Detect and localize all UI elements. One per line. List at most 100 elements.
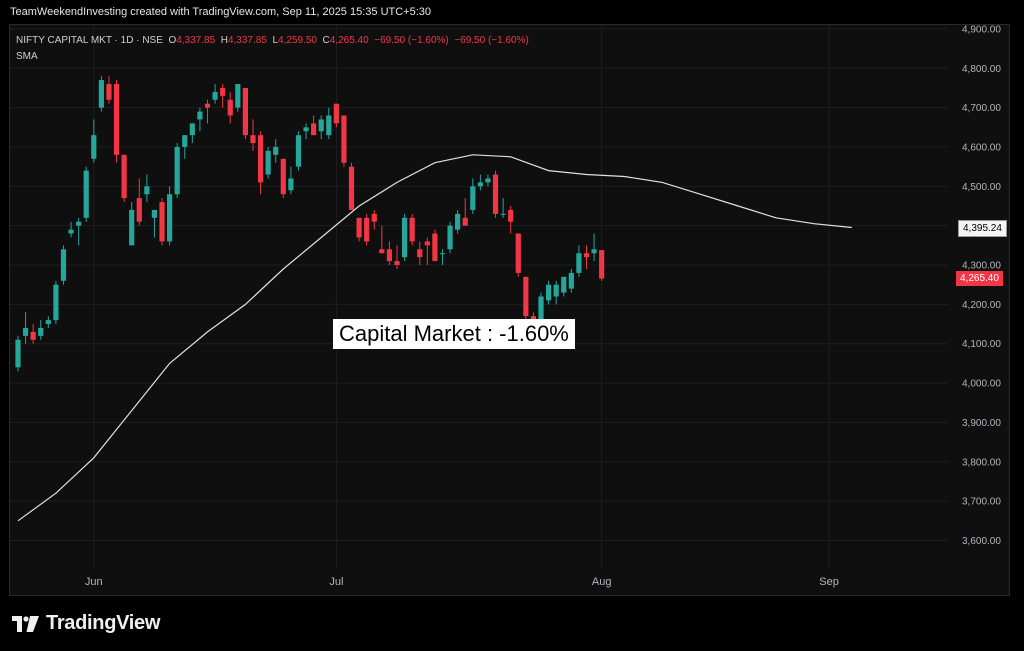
- sma-line: [17, 154, 852, 522]
- x-axis[interactable]: Jun Jul Aug Sep: [85, 576, 839, 588]
- chart-grid: [10, 25, 948, 568]
- candle-body: [295, 135, 302, 167]
- candle-body: [220, 87, 226, 96]
- candle-body: [182, 135, 188, 147]
- candle-body: [38, 327, 44, 336]
- candle-body: [500, 213, 506, 215]
- candle-body: [106, 84, 112, 100]
- candle-body: [568, 272, 574, 289]
- candle-body: [386, 249, 393, 262]
- y-tick-label: 4,700.00: [962, 103, 1001, 114]
- annotation-callout: Capital Market : -1.60%: [333, 319, 575, 349]
- candle-body: [553, 284, 559, 297]
- candle-body: [546, 284, 552, 301]
- y-tick-label: 4,000.00: [962, 379, 1001, 390]
- x-tick-label: Jul: [329, 576, 343, 588]
- candle-body: [83, 170, 89, 218]
- x-tick-label: Sep: [819, 576, 839, 588]
- candle-body: [394, 261, 400, 266]
- footer-brand[interactable]: TradingView: [12, 612, 160, 635]
- low-label: L: [272, 35, 279, 46]
- candle-body: [273, 146, 279, 155]
- candle-body: [508, 209, 514, 222]
- change-value-secondary: −69.50 (−1.60%): [454, 35, 529, 46]
- candle-body: [235, 84, 241, 108]
- candle-body: [424, 241, 430, 246]
- footer-brand-label: TradingView: [46, 612, 161, 634]
- y-tick-label: 4,100.00: [962, 339, 1001, 350]
- candle-body: [477, 182, 483, 187]
- candle-body: [318, 119, 324, 132]
- candle-body: [599, 250, 605, 279]
- candle-body: [227, 99, 233, 116]
- change-value: −69.50 (−1.60%): [374, 35, 449, 46]
- candle-body: [174, 146, 180, 195]
- symbol-label[interactable]: NIFTY CAPITAL MKT · 1D · NSE: [16, 35, 163, 46]
- y-tick-label: 3,600.00: [962, 536, 1001, 547]
- candle-body: [492, 174, 499, 214]
- candle-body: [371, 213, 377, 222]
- candle-body: [189, 123, 195, 136]
- high-value: 4,337.85: [227, 35, 267, 46]
- high-label: H: [220, 35, 228, 46]
- candle-body: [98, 80, 104, 108]
- candle-body: [121, 154, 127, 199]
- candle-body: [53, 284, 59, 321]
- candle-body: [60, 249, 67, 281]
- y-tick-label: 3,800.00: [962, 457, 1001, 468]
- y-tick-label: 3,700.00: [962, 497, 1001, 508]
- candle-body: [151, 209, 158, 218]
- sma-price-tag: 4,395.24: [958, 219, 1007, 237]
- y-tick-label: 4,800.00: [962, 64, 1001, 75]
- candle-body: [303, 127, 309, 132]
- candle-body: [257, 135, 264, 183]
- candle-body: [538, 296, 544, 336]
- candle-body: [470, 186, 476, 210]
- ohlc-legend: NIFTY CAPITAL MKT · 1D · NSE O4,337.85 H…: [16, 35, 529, 46]
- candle-body: [455, 213, 461, 230]
- candle-body: [91, 135, 97, 159]
- candle-body: [364, 217, 370, 242]
- close-value: 4,265.40: [329, 35, 369, 46]
- candle-body: [417, 249, 423, 258]
- candle-body: [15, 339, 21, 368]
- candle-body: [76, 221, 82, 226]
- candle-series: [15, 76, 605, 372]
- candle-body: [311, 123, 317, 136]
- candle-body: [280, 158, 286, 195]
- candle-body: [561, 276, 567, 293]
- candle-body: [485, 178, 491, 183]
- close-label: C: [322, 35, 330, 46]
- candle-body: [379, 249, 385, 254]
- y-tick-label: 4,200.00: [962, 300, 1001, 311]
- candle-body: [250, 135, 256, 144]
- candle-body: [515, 233, 521, 273]
- candle-body: [409, 217, 415, 242]
- candle-body: [22, 327, 29, 336]
- candle-body: [265, 150, 271, 175]
- candle-body: [242, 87, 248, 136]
- candle-body: [144, 186, 150, 195]
- y-tick-label: 3,900.00: [962, 418, 1001, 429]
- candle-body: [356, 217, 362, 238]
- tradingview-logo-icon: [12, 615, 39, 632]
- sma-legend-label[interactable]: SMA: [16, 51, 38, 62]
- last-price-tag: 4,265.40: [956, 270, 1003, 286]
- open-label: O: [168, 35, 177, 46]
- candle-body: [583, 253, 590, 258]
- candle-body: [45, 320, 51, 325]
- candle-body: [159, 202, 165, 242]
- candle-body: [136, 198, 142, 222]
- candle-body: [167, 194, 173, 242]
- y-axis[interactable]: 3,600.00 3,700.00 3,800.00 3,900.00 4,000.00…: [962, 24, 1001, 547]
- open-value: 4,337.85: [176, 35, 216, 46]
- candle-body: [326, 115, 332, 136]
- candle-body: [401, 217, 408, 258]
- candle-body: [462, 217, 468, 226]
- candle-body: [68, 229, 74, 234]
- candle-body: [204, 103, 211, 108]
- chart-author-caption: TeamWeekendInvesting created with Tradin…: [10, 6, 432, 18]
- candle-body: [288, 178, 294, 191]
- candle-body: [197, 111, 203, 120]
